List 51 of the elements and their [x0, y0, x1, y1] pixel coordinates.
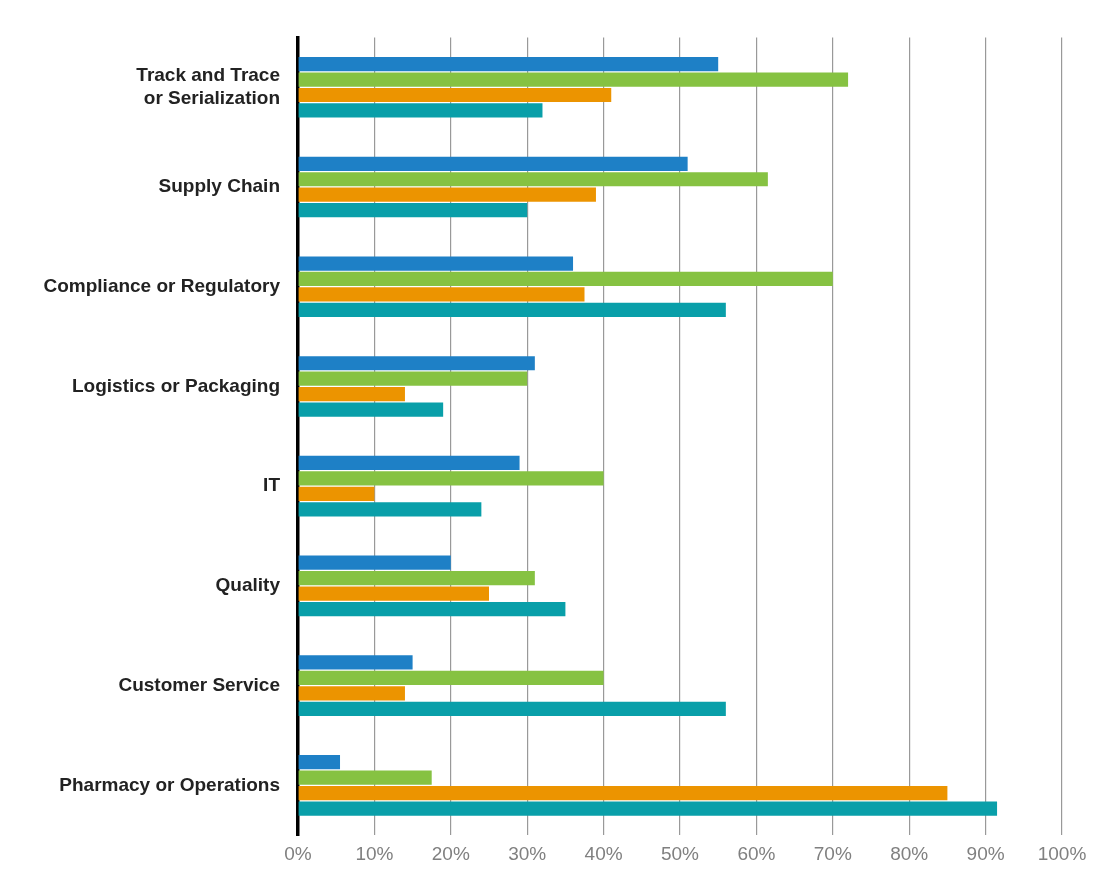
bar [298, 586, 489, 601]
bar [298, 571, 535, 586]
bar [298, 670, 604, 685]
y-tick-label: Supply Chain [158, 175, 280, 197]
bar [298, 72, 849, 87]
x-tick-label: 40% [584, 842, 623, 864]
bar [298, 271, 833, 287]
bar [298, 356, 535, 371]
bar [298, 655, 413, 670]
x-tick-label: 20% [431, 842, 470, 864]
x-tick-label: 60% [737, 842, 776, 864]
y-tick-label: IT [263, 474, 281, 496]
bar [298, 371, 528, 386]
bar [298, 56, 719, 72]
bar [298, 502, 482, 517]
bar [298, 701, 726, 716]
bar [298, 187, 596, 202]
x-tick-label: 90% [966, 842, 1005, 864]
x-tick-label: 80% [890, 842, 929, 864]
bar [298, 471, 604, 486]
bar [298, 486, 375, 501]
bar [298, 387, 405, 402]
x-tick-label: 0% [284, 842, 312, 864]
bar [298, 686, 405, 701]
bar [298, 755, 341, 770]
bar [298, 770, 432, 785]
y-tick-label: Compliance or Regulatory [43, 274, 281, 296]
bar [298, 103, 543, 118]
y-tick-label: Customer Service [118, 673, 280, 695]
x-tick-label: 50% [660, 842, 700, 864]
y-tick-label: Pharmacy or Operations [59, 773, 280, 795]
bar [298, 203, 528, 218]
x-tick-label: 30% [508, 842, 547, 864]
bar [298, 256, 574, 271]
bar [298, 87, 612, 103]
y-tick-label: Quality [215, 574, 281, 596]
bar [298, 555, 451, 570]
y-tick-label: Logistics or Packaging [72, 374, 280, 396]
bar [298, 785, 948, 801]
bar [298, 601, 566, 617]
x-tick-label: 100% [1037, 842, 1087, 864]
bar [298, 156, 688, 171]
y-tick-label: Track and Trace or Serialization [136, 64, 280, 108]
x-tick-label: 70% [813, 842, 852, 864]
bar [298, 287, 585, 302]
bar [298, 455, 520, 471]
bar [298, 172, 768, 187]
bar [298, 302, 726, 318]
bar [298, 402, 444, 417]
x-tick-label: 10% [355, 842, 394, 864]
bar [298, 801, 998, 816]
